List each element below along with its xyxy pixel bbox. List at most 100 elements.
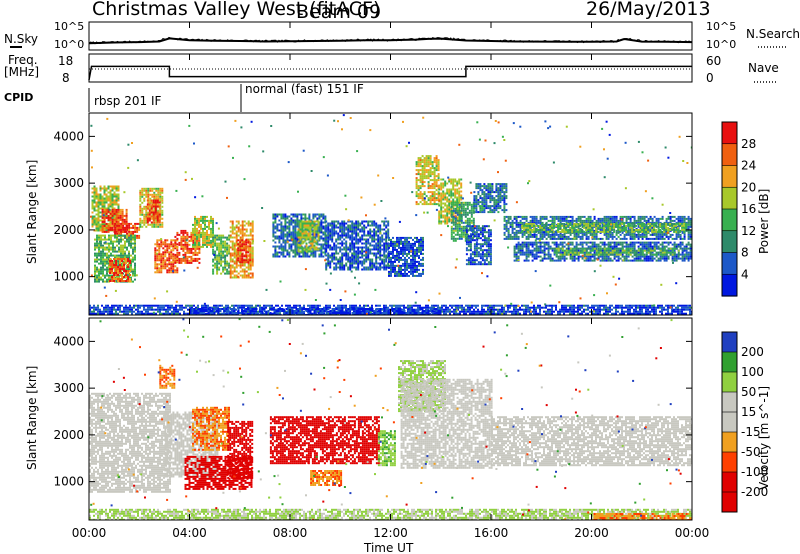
- heatmap-cell: [481, 231, 484, 234]
- heatmap-cell: [145, 189, 148, 192]
- heatmap-cell: [106, 270, 108, 273]
- heatmap-cell: [99, 225, 102, 228]
- heatmap-cell: [460, 196, 463, 199]
- heatmap-cell: [97, 201, 100, 204]
- heatmap-cell: [467, 257, 470, 260]
- heatmap-cell: [479, 253, 482, 256]
- heatmap-cell: [196, 231, 198, 234]
- heatmap-cell: [394, 270, 396, 273]
- heatmap-cell: [231, 228, 234, 231]
- heatmap-cell: [420, 240, 422, 243]
- heatmap-cell: [143, 217, 146, 220]
- heatmap-cell: [116, 250, 118, 253]
- heatmap-cell: [309, 246, 312, 249]
- heatmap-cell: [423, 169, 426, 172]
- heatmap-cell: [94, 254, 96, 257]
- heatmap-cell: [419, 173, 422, 176]
- heatmap-cell: [433, 181, 436, 184]
- heatmap-cell: [115, 210, 118, 213]
- heatmap-cell: [130, 276, 132, 279]
- heatmap-cell: [375, 246, 378, 249]
- heatmap-cell: [501, 189, 504, 192]
- heatmap-cell: [294, 233, 297, 236]
- heatmap-cell: [410, 258, 412, 261]
- heatmap-cell: [415, 193, 418, 196]
- heatmap-cell: [132, 252, 134, 255]
- heatmap-cell: [551, 233, 554, 236]
- heatmap-cell: [499, 185, 502, 188]
- heatmap-cell: [529, 215, 532, 218]
- heatmap-cell: [307, 246, 310, 249]
- heatmap-cell: [301, 250, 304, 253]
- heatmap-cell: [349, 256, 352, 259]
- heatmap-cell: [105, 212, 108, 215]
- heatmap-cell: [462, 211, 465, 214]
- heatmap-cell: [517, 223, 520, 226]
- heatmap-cell: [483, 185, 486, 188]
- heatmap-cell: [157, 193, 160, 196]
- heatmap-cell: [561, 217, 564, 220]
- heatmap-cell: [184, 245, 187, 248]
- heatmap-cell: [157, 223, 160, 226]
- heatmap-cell: [94, 268, 96, 271]
- heatmap-cell: [416, 270, 418, 273]
- heatmap-cell: [357, 264, 360, 267]
- heatmap-cell: [369, 234, 372, 237]
- heatmap-cell: [116, 240, 118, 243]
- heatmap-cell: [418, 274, 420, 277]
- heatmap-cell: [385, 266, 388, 269]
- heatmap-cell: [282, 247, 285, 250]
- heatmap-cell: [585, 231, 588, 234]
- heatmap-cell: [450, 203, 453, 206]
- heatmap-cell: [198, 237, 201, 240]
- heatmap-cell: [396, 244, 398, 247]
- heatmap-cell: [109, 205, 112, 208]
- heatmap-cell: [216, 258, 219, 261]
- heatmap-cell: [410, 272, 412, 275]
- heatmap-cell: [318, 255, 321, 258]
- heatmap-cell: [410, 270, 412, 273]
- heatmap-cell: [180, 243, 183, 246]
- heatmap-cell: [231, 248, 234, 251]
- heatmap-cell: [208, 223, 210, 226]
- heatmap-cell: [429, 155, 432, 158]
- heatmap-cell: [452, 209, 455, 212]
- heatmap-cell: [243, 270, 246, 273]
- heatmap-cell: [460, 198, 463, 201]
- heatmap-cell: [418, 248, 420, 251]
- heatmap-cell: [361, 222, 364, 225]
- heatmap-cell: [416, 266, 418, 269]
- heatmap-cell: [475, 233, 478, 236]
- heatmap-cell: [206, 229, 208, 232]
- heatmap-cell: [196, 239, 199, 242]
- heatmap-cell: [406, 262, 408, 265]
- heatmap-cell: [414, 270, 416, 273]
- heatmap-cell: [239, 241, 242, 244]
- heatmap-cell: [100, 254, 102, 257]
- heatmap-cell: [381, 236, 384, 239]
- heatmap-cell: [170, 269, 173, 272]
- heatmap-cell: [97, 193, 100, 196]
- heatmap-cell: [149, 207, 152, 210]
- heatmap-cell: [465, 253, 468, 256]
- heatmap-cell: [437, 161, 440, 164]
- heatmap-cell: [577, 235, 580, 238]
- heatmap-cell: [156, 243, 159, 246]
- heatmap-cell: [161, 217, 164, 220]
- heatmap-cell: [282, 213, 285, 216]
- heatmap-cell: [361, 268, 364, 271]
- heatmap-cell: [192, 247, 195, 250]
- heatmap-cell: [93, 221, 96, 224]
- heatmap-cell: [188, 249, 191, 252]
- heatmap-cell: [206, 233, 208, 236]
- heatmap-cell: [369, 242, 372, 245]
- heatmap-cell: [174, 261, 177, 264]
- heatmap-cell: [194, 223, 196, 226]
- heatmap-cell: [109, 262, 112, 264]
- heatmap-cell: [450, 205, 453, 208]
- heatmap-cell: [226, 268, 229, 271]
- heatmap-cell: [186, 235, 189, 238]
- heatmap-cell: [375, 234, 378, 237]
- heatmap-cell: [541, 231, 544, 234]
- heatmap-cell: [161, 197, 164, 200]
